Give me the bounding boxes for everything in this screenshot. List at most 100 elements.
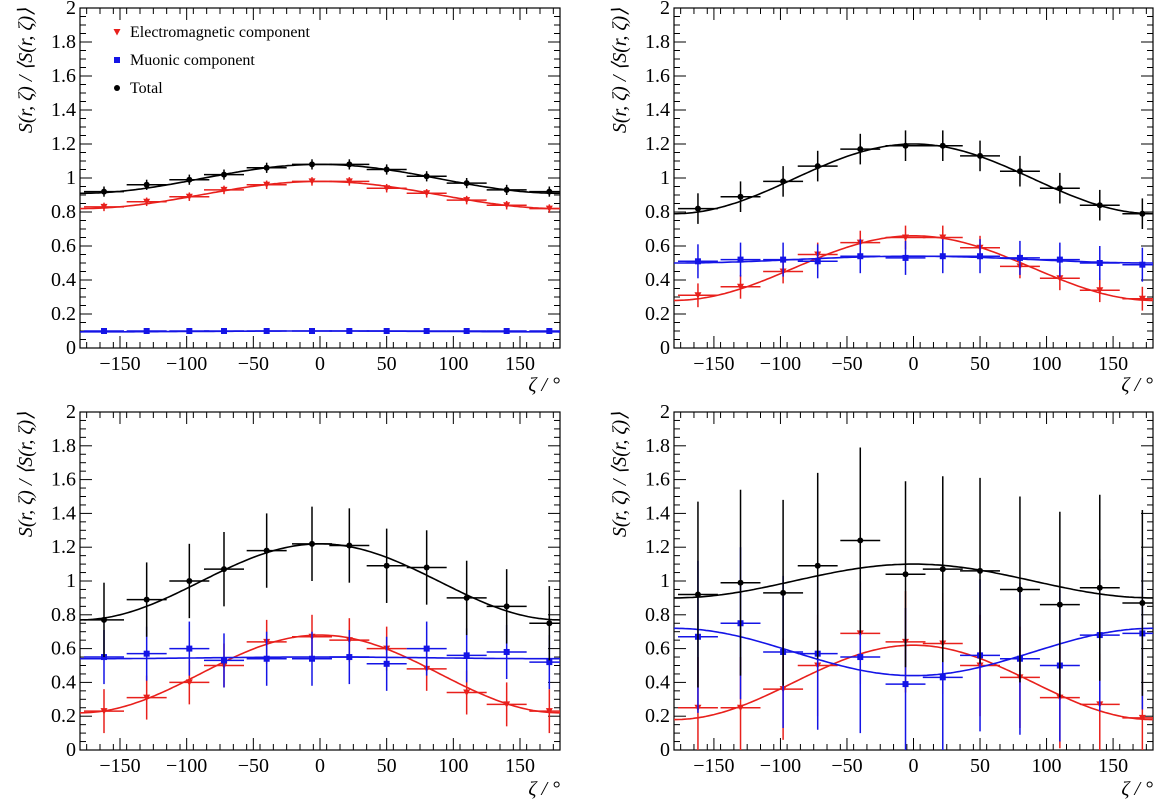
data-point [463, 180, 470, 187]
fit-curve [80, 163, 560, 195]
y-tick-label: 1.8 [51, 31, 76, 53]
data-point [857, 253, 864, 260]
data-point [1016, 168, 1023, 175]
data-point [221, 171, 227, 178]
y-tick-label: 1.8 [645, 31, 670, 53]
x-axis-label: ζ / ° [1121, 374, 1153, 396]
fit-curve [80, 634, 560, 714]
plot-frame [79, 411, 561, 751]
y-ticks: 0 0.2 0.4 0.6 0.8 1 1.2 1.4 1.6 1.8 2 [645, 0, 1153, 359]
data-point [186, 176, 193, 183]
y-tick-label: 0.2 [51, 705, 76, 727]
fit-curve [80, 656, 560, 660]
y-tick-label: 0 [660, 337, 670, 359]
data-point [263, 164, 270, 171]
data-point [546, 328, 553, 334]
data-point [346, 161, 353, 168]
x-axis-label: ζ / ° [528, 374, 560, 396]
x-axis-label: ζ / ° [1121, 778, 1153, 800]
y-tick-label: 0.2 [51, 303, 76, 325]
data-point [939, 142, 946, 149]
data-point [814, 562, 821, 569]
x-tick-label: 0 [909, 755, 919, 777]
y-ticks: 0 0.2 0.4 0.6 0.8 1 1.2 1.4 1.6 1.8 2 [645, 401, 1153, 761]
data-point [977, 567, 984, 574]
y-tick-label: 0.8 [645, 604, 670, 626]
y-ticks: 0 0.2 0.4 0.6 0.8 1 1.2 1.4 1.6 1.8 2 [51, 0, 560, 359]
data-point [737, 283, 745, 291]
y-tick-label: 0 [66, 337, 76, 359]
series-total [674, 447, 1153, 698]
data-point [423, 190, 431, 197]
y-axis-label: S(r, ζ) / ⟨S(r, ζ)⟩ [609, 8, 631, 133]
y-tick-label: 0.8 [51, 604, 76, 626]
x-tick-label: −50 [831, 755, 862, 777]
x-ticks: −150 −100 −50 0 50 100 150 [86, 8, 554, 375]
series-electromagnetic-component [80, 177, 560, 213]
y-tick-label: 1.6 [645, 469, 670, 491]
fit-curve [674, 143, 1153, 215]
data-point [503, 603, 510, 610]
data-point [1096, 260, 1103, 266]
data-point [346, 654, 353, 661]
data-point [1056, 185, 1063, 192]
data-point [857, 146, 864, 153]
y-tick-label: 0.4 [51, 671, 76, 693]
data-point [780, 589, 787, 596]
data-point [309, 655, 315, 662]
x-ticks: −150 −100 −50 0 50 100 150 [680, 412, 1147, 777]
x-tick-label: 0 [315, 353, 325, 375]
data-point [1056, 601, 1063, 608]
y-tick-label: 1.2 [645, 133, 670, 155]
data-point [383, 185, 391, 192]
y-tick-label: 0.4 [51, 269, 76, 291]
y-tick-label: 1.4 [51, 502, 76, 524]
legend-label: Muonic component [130, 52, 255, 69]
y-tick-label: 1 [66, 570, 76, 592]
y-tick-label: 0.8 [645, 201, 670, 223]
y-tick-label: 0.2 [645, 705, 670, 727]
data-point [463, 328, 470, 334]
data-point [1096, 202, 1103, 209]
x-tick-label: 50 [970, 353, 990, 375]
data-point [694, 591, 701, 598]
y-tick-label: 0.6 [51, 235, 76, 257]
data-point [902, 571, 909, 578]
data-point [263, 181, 271, 189]
data-point [780, 256, 787, 263]
fit-curve [674, 563, 1153, 599]
data-point [1016, 254, 1023, 261]
data-point [902, 142, 909, 149]
data-point [546, 620, 553, 627]
data-point [309, 161, 315, 168]
x-tick-label: −150 [693, 353, 734, 375]
fit-curve [674, 644, 1153, 721]
data-point [101, 188, 107, 195]
data-point [186, 578, 193, 584]
data-point [423, 564, 430, 571]
y-tick-label: 0.4 [645, 671, 670, 693]
x-tick-label: 0 [909, 353, 919, 375]
x-tick-label: −50 [831, 353, 862, 375]
y-tick-label: 0.6 [645, 638, 670, 660]
data-point [423, 328, 430, 334]
y-tick-label: 1.6 [51, 65, 76, 87]
data-point [737, 256, 744, 263]
series-total [80, 159, 560, 197]
data-point [977, 152, 984, 159]
plot-frame [673, 7, 1154, 349]
data-point [1056, 275, 1064, 282]
data-point [309, 540, 315, 547]
data-point [737, 579, 744, 586]
data-point [383, 660, 390, 667]
data-point [463, 652, 470, 659]
data-point [143, 650, 150, 657]
panel-4: 0 0.2 0.4 0.6 0.8 1 1.2 1.4 1.6 1.8 2 −150 −100 −50 0 5… [609, 401, 1154, 800]
data-point [939, 253, 946, 260]
data-point [143, 596, 150, 603]
fit-curve [674, 627, 1153, 677]
data-point [737, 704, 745, 712]
data-point [694, 292, 702, 299]
y-tick-label: 2 [66, 0, 76, 19]
y-tick-label: 2 [660, 0, 670, 19]
